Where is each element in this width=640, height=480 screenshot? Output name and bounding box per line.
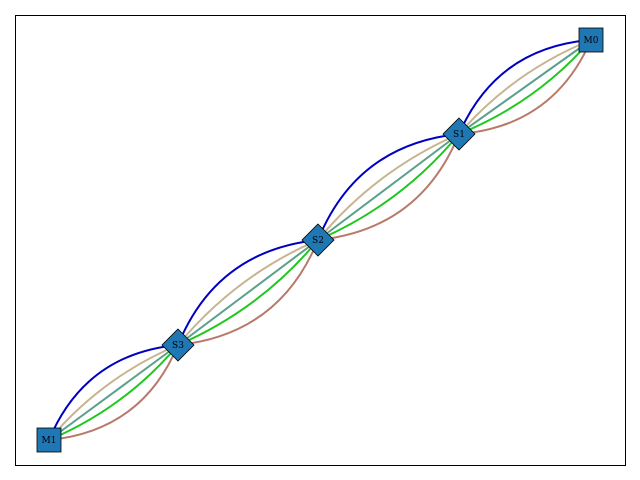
link-S2-S3-2	[177, 239, 319, 346]
node-m1-shape	[36, 427, 62, 453]
node-m1-label: M1	[42, 436, 57, 446]
node-s2[interactable]: S2	[301, 223, 335, 257]
links-layer	[48, 39, 592, 441]
node-m0-label: M0	[584, 36, 599, 46]
link-S3-M1-2	[48, 344, 179, 441]
link-S2-S3-4	[177, 239, 319, 346]
node-m0[interactable]: M0	[578, 27, 604, 53]
link-M0-S1-5	[458, 39, 592, 135]
link-M0-S1-4	[458, 39, 592, 135]
link-S2-S3-3	[177, 239, 319, 346]
link-M0-S1-2	[458, 39, 592, 135]
node-s3-label: S3	[172, 341, 184, 351]
link-S2-S3-1	[177, 239, 319, 346]
node-s1[interactable]: S1	[442, 117, 476, 151]
node-s1-shape	[442, 117, 476, 151]
link-S1-S2-4	[317, 133, 460, 241]
node-m1[interactable]: M1	[36, 427, 62, 453]
node-s3[interactable]: S3	[161, 328, 195, 362]
node-s1-label: S1	[453, 130, 465, 140]
link-S1-S2-1	[317, 133, 460, 241]
link-S3-M1-3	[48, 344, 179, 441]
link-S2-S3-5	[177, 239, 319, 346]
link-M0-S1-3	[458, 39, 592, 135]
link-M0-S1-1	[458, 39, 592, 135]
link-S3-M1-4	[48, 344, 179, 441]
link-S1-S2-3	[317, 133, 460, 241]
node-m0-shape	[578, 27, 604, 53]
node-s3-shape	[161, 328, 195, 362]
nodes-layer: M0 S1 S2 S3 M1	[36, 27, 604, 453]
link-S1-S2-5	[317, 133, 460, 241]
node-s2-shape	[301, 223, 335, 257]
node-s2-label: S2	[312, 236, 324, 246]
link-S1-S2-2	[317, 133, 460, 241]
link-S3-M1-1	[48, 344, 179, 441]
link-S3-M1-5	[48, 344, 179, 441]
